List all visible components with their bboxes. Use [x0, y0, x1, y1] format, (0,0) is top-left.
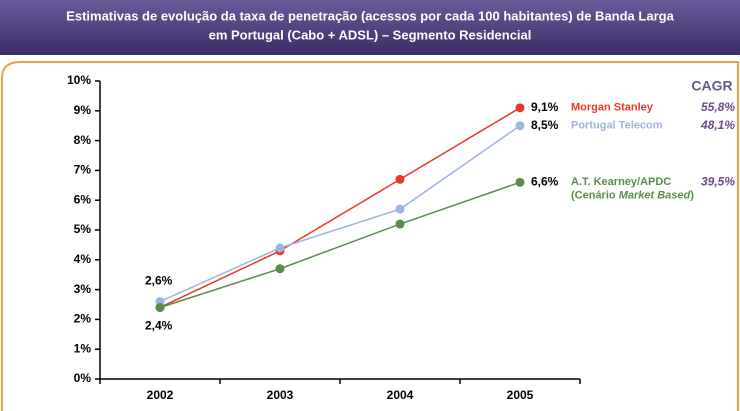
- cagr-value: 39,5%: [701, 174, 735, 188]
- series-line: [159, 181, 521, 309]
- data-point: [275, 264, 285, 274]
- data-point: [515, 103, 525, 113]
- title-banner: [0, 0, 740, 55]
- series-line: [159, 107, 521, 309]
- legend-label: A.T. Kearney/APDC: [571, 176, 671, 188]
- data-label: 9,1%: [531, 100, 559, 114]
- y-tick-label: 6%: [74, 192, 92, 206]
- chart-title: em Portugal (Cabo + ADSL) – Segmento Res…: [209, 27, 532, 42]
- data-label: 6,6%: [531, 174, 559, 188]
- data-point: [515, 177, 525, 187]
- y-tick-label: 2%: [74, 312, 92, 326]
- cagr-value: 55,8%: [701, 100, 735, 114]
- data-label: 2,4%: [145, 319, 173, 333]
- legend-label: Morgan Stanley: [571, 102, 654, 114]
- data-point: [515, 121, 525, 131]
- y-tick-label: 1%: [74, 341, 92, 355]
- series-line: [159, 125, 521, 303]
- data-point: [395, 174, 405, 184]
- y-tick-label: 0%: [74, 371, 92, 385]
- legend-label: Portugal Telecom: [571, 120, 663, 132]
- x-tick-label: 2002: [147, 388, 174, 402]
- y-tick-label: 5%: [74, 222, 92, 236]
- cagr-value: 48,1%: [700, 118, 735, 132]
- x-tick-label: 2005: [507, 388, 534, 402]
- y-tick-label: 7%: [74, 163, 92, 177]
- x-tick-label: 2003: [267, 388, 294, 402]
- data-point: [395, 219, 405, 229]
- cagr-title: CAGR: [691, 78, 732, 94]
- chart-title: Estimativas de evolução da taxa de penet…: [66, 8, 674, 23]
- data-label: 8,5%: [531, 118, 559, 132]
- y-tick-label: 4%: [74, 252, 92, 266]
- legend-label: (Cenário Market Based): [571, 189, 694, 201]
- y-tick-label: 10%: [67, 73, 91, 87]
- data-point: [395, 204, 405, 214]
- data-point: [275, 243, 285, 253]
- panel: [0, 61, 739, 411]
- x-tick-label: 2004: [387, 388, 414, 402]
- legend-label-part: Market Based: [619, 189, 691, 201]
- data-point: [155, 302, 165, 312]
- data-label: 2,6%: [145, 274, 173, 288]
- legend-label-part: (Cenário: [571, 189, 619, 201]
- y-tick-label: 8%: [74, 133, 92, 147]
- y-tick-label: 3%: [74, 282, 92, 296]
- legend-label-part: ): [690, 189, 694, 201]
- y-tick-label: 9%: [74, 103, 92, 117]
